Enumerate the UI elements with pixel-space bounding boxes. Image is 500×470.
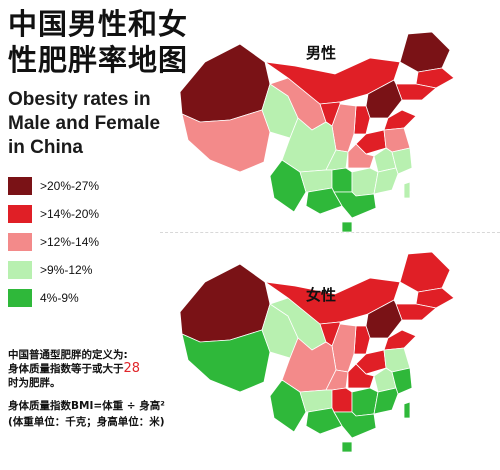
province-fujian xyxy=(373,387,399,415)
bmi-formula: 身体质量指数BMI=体重 ÷ 身高² xyxy=(8,400,165,412)
province-heilongjiang xyxy=(399,31,451,73)
title-chinese: 中国男性和女性肥胖率地图 xyxy=(8,7,189,77)
male-map xyxy=(179,31,455,233)
obesity-definition: 中国普通型肥胖的定义为: 身体质量指数等于或大于28 时为肥胖。 xyxy=(8,348,188,390)
definition-text: 身体质量指数等于或大于 xyxy=(8,363,124,375)
province-xinjiang xyxy=(179,263,271,343)
province-taiwan xyxy=(403,181,411,199)
province-fujian xyxy=(373,167,399,195)
legend-item: 4%-9% xyxy=(8,288,178,308)
province-taiwan xyxy=(403,401,411,419)
province-tibet xyxy=(181,329,271,393)
legend-label: >20%-27% xyxy=(40,179,100,193)
female-map-label: 女性 xyxy=(306,286,337,304)
province-liaoning xyxy=(395,303,437,321)
maps-area: 男性 女性 xyxy=(170,0,500,470)
legend-item: >12%-14% xyxy=(8,232,178,252)
province-ningxia xyxy=(319,101,341,127)
female-map xyxy=(179,251,455,453)
province-shanxi xyxy=(353,105,371,135)
province-hainan xyxy=(341,441,353,453)
legend-swatch xyxy=(8,261,32,279)
legend-label: >9%-12% xyxy=(40,263,93,277)
province-henan xyxy=(355,349,387,375)
legend-swatch xyxy=(8,289,32,307)
legend-swatch xyxy=(8,177,32,195)
province-zhejiang xyxy=(391,147,413,175)
province-liaoning xyxy=(395,83,437,101)
definition-line: 中国普通型肥胖的定义为: xyxy=(8,349,128,361)
legend-swatch xyxy=(8,205,32,223)
bmi-units: (体重单位：千克；身高单位：米) xyxy=(8,416,165,428)
province-guangdong xyxy=(333,411,377,439)
province-shandong xyxy=(383,329,417,351)
legend-label: 4%-9% xyxy=(40,291,79,305)
definition-line: 身体质量指数等于或大于28 xyxy=(8,362,188,376)
title-english: Obesity rates in Male and Female in Chin… xyxy=(8,89,161,158)
province-henan xyxy=(355,129,387,155)
legend-label: >12%-14% xyxy=(40,235,100,249)
legend-item: >9%-12% xyxy=(8,260,178,280)
china-maps xyxy=(179,31,455,453)
male-map-label: 男性 xyxy=(306,44,337,62)
province-hubei xyxy=(347,143,375,169)
legend-swatch xyxy=(8,233,32,251)
province-jiangsu xyxy=(383,127,411,153)
province-zhejiang xyxy=(391,367,413,395)
province-hunan xyxy=(331,387,353,413)
province-heilongjiang xyxy=(399,251,451,293)
map-divider xyxy=(160,232,500,233)
province-guangdong xyxy=(333,191,377,219)
province-hainan xyxy=(341,221,353,233)
province-jilin xyxy=(415,67,455,89)
province-xinjiang xyxy=(179,43,271,123)
legend-label: >14%-20% xyxy=(40,207,100,221)
province-ningxia xyxy=(319,321,341,347)
province-tibet xyxy=(181,109,271,173)
legend-item: >14%-20% xyxy=(8,204,178,224)
bmi-threshold: 28 xyxy=(123,361,141,376)
legend: >20%-27% >14%-20% >12%-14% >9%-12% 4%-9% xyxy=(8,176,178,316)
province-shandong xyxy=(383,109,417,131)
province-shanxi xyxy=(353,325,371,355)
bmi-formula-block: 身体质量指数BMI=体重 ÷ 身高² (体重单位：千克；身高单位：米) xyxy=(8,398,208,430)
province-jiangsu xyxy=(383,347,411,373)
legend-item: >20%-27% xyxy=(8,176,178,196)
definition-line: 时为肥胖。 xyxy=(8,377,61,389)
province-jilin xyxy=(415,287,455,309)
province-hubei xyxy=(347,363,375,389)
province-hunan xyxy=(331,167,353,193)
